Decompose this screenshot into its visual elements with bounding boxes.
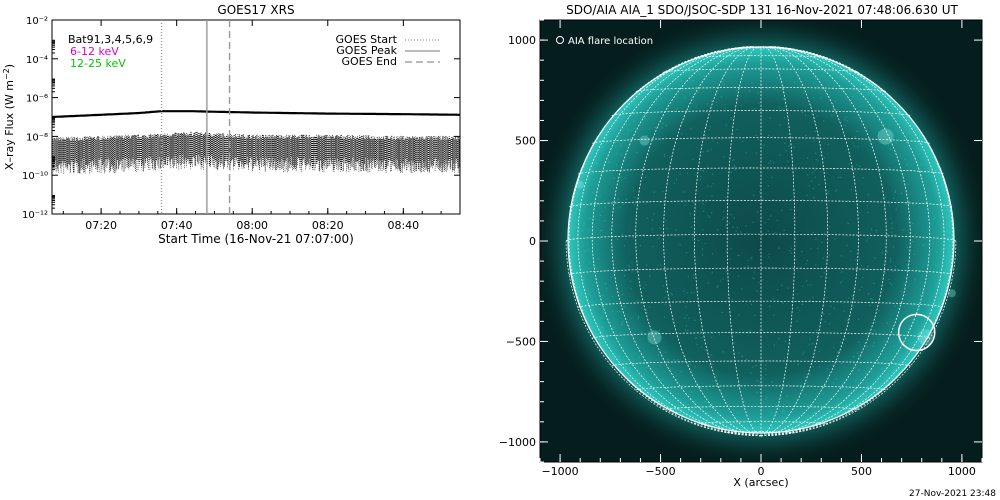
aia-grid-line [726, 45, 762, 437]
aia-x-tick-label: 1000 [948, 465, 976, 478]
aia-grid-line [569, 200, 953, 208]
annotation-12-25kev: 12-25 keV [70, 57, 126, 70]
aia-bright-region [647, 330, 662, 345]
goes-legend: GOES Start GOES Peak GOES End [336, 33, 440, 68]
goes-series [52, 110, 460, 174]
goes-y-tick-label: 10⁻² [26, 16, 48, 27]
aia-y-axis: −1000 −500 0 500 1000 [499, 34, 982, 449]
goes-x-tick-label: 08:00 [236, 219, 268, 232]
aia-grid-line [663, 68, 859, 73]
aia-x-tick-label: −1000 [541, 465, 578, 478]
aia-title: SDO/AIA AIA_1 SDO/JSOC-SDP 131 16-Nov-20… [566, 3, 958, 17]
goes-y-label: X–ray Flux (W m−2) [2, 64, 16, 170]
goes-x-tick-label: 07:40 [161, 219, 193, 232]
aia-solar-disk [568, 47, 954, 433]
series-short-channel [52, 131, 460, 174]
goes-x-label: Start Time (16-Nov-21 07:07:00) [158, 232, 354, 246]
goes-x-axis: 07:20 07:40 08:00 08:20 08:40 [62, 20, 461, 232]
goes-x-tick-label: 08:20 [312, 219, 344, 232]
aia-grid-line [611, 110, 911, 116]
aia-limb [567, 46, 955, 434]
goes-event-lines [160, 20, 231, 214]
aia-grid-line [760, 46, 911, 437]
aia-grid-line [663, 45, 762, 437]
aia-y-tick-label: 0 [529, 235, 536, 248]
aia-grid-line [577, 46, 762, 437]
aia-grid-line [591, 46, 762, 437]
aia-bright-region [639, 135, 650, 146]
aia-grid-line [611, 46, 762, 437]
annotation-6-12kev: 6-12 keV [70, 45, 119, 58]
goes-title: GOES17 XRS [217, 3, 294, 17]
aia-x-tick-label: −500 [645, 465, 675, 478]
series-long-channel [52, 110, 460, 119]
aia-x-axis: −1000 −500 0 500 1000 [539, 19, 983, 478]
legend-label-goes-start: GOES Start [336, 33, 398, 46]
goes-x-tick-label: 08:40 [387, 219, 419, 232]
aia-grid-line [760, 46, 945, 437]
goes-chart: GOES17 XRS 10⁻¹² 10⁻¹⁰ 10⁻⁸ 10⁻⁶ 10⁻⁴ 10⁻² 07… [2, 3, 461, 246]
aia-grid-line [663, 405, 859, 410]
aia-legend: AIA flare location [556, 36, 653, 47]
annotation-detectors: Bat91,3,4,5,6,9 [68, 33, 153, 46]
goes-y-tick-label: 10⁻⁸ [26, 132, 48, 143]
goes-y-tick-label: 10⁻⁶ [26, 94, 48, 105]
aia-disk-speckle [570, 46, 951, 433]
aia-x-tick-label: 0 [758, 465, 765, 478]
aia-flare-marker [897, 313, 936, 352]
legend-label-goes-peak: GOES Peak [336, 44, 397, 57]
legend-label-goes-end: GOES End [341, 55, 397, 68]
aia-grid-line [565, 240, 762, 437]
aia-bright-region [576, 180, 585, 189]
goes-x-tick-label: 07:20 [85, 219, 117, 232]
aia-chart: SDO/AIA AIA_1 SDO/JSOC-SDP 131 16-Nov-20… [499, 3, 983, 489]
aia-y-tick-label: −500 [506, 335, 536, 348]
aia-bright-region [877, 128, 894, 145]
aia-grid-line [760, 46, 931, 437]
goes-y-tick-label: 10⁻⁴ [26, 55, 48, 66]
aia-legend-label: AIA flare location [568, 36, 653, 47]
goes-y-tick-label: 10⁻¹⁰ [22, 171, 48, 182]
aia-y-tick-label: 500 [515, 135, 536, 148]
aia-grid-line [760, 45, 796, 437]
aia-x-label: X (arcsec) [733, 476, 788, 489]
aia-bright-region [947, 289, 956, 298]
aia-grid-line [694, 55, 828, 59]
open-circle-icon [556, 36, 564, 44]
aia-grid-line [760, 240, 957, 437]
aia-x-tick-label: 500 [851, 465, 872, 478]
aia-y-tick-label: 1000 [508, 34, 536, 47]
goes-plot-frame [51, 19, 461, 215]
footer-timestamp: 27-Nov-2021 23:48 [909, 489, 996, 499]
aia-grid-line [635, 45, 762, 437]
aia-grid-line [760, 45, 887, 437]
aia-grid-line [760, 45, 859, 437]
aia-grid-line [760, 45, 829, 437]
goes-y-tick-label: 10⁻¹² [22, 210, 48, 221]
aia-y-tick-label: −1000 [499, 436, 536, 449]
aia-grid-line [693, 45, 762, 437]
